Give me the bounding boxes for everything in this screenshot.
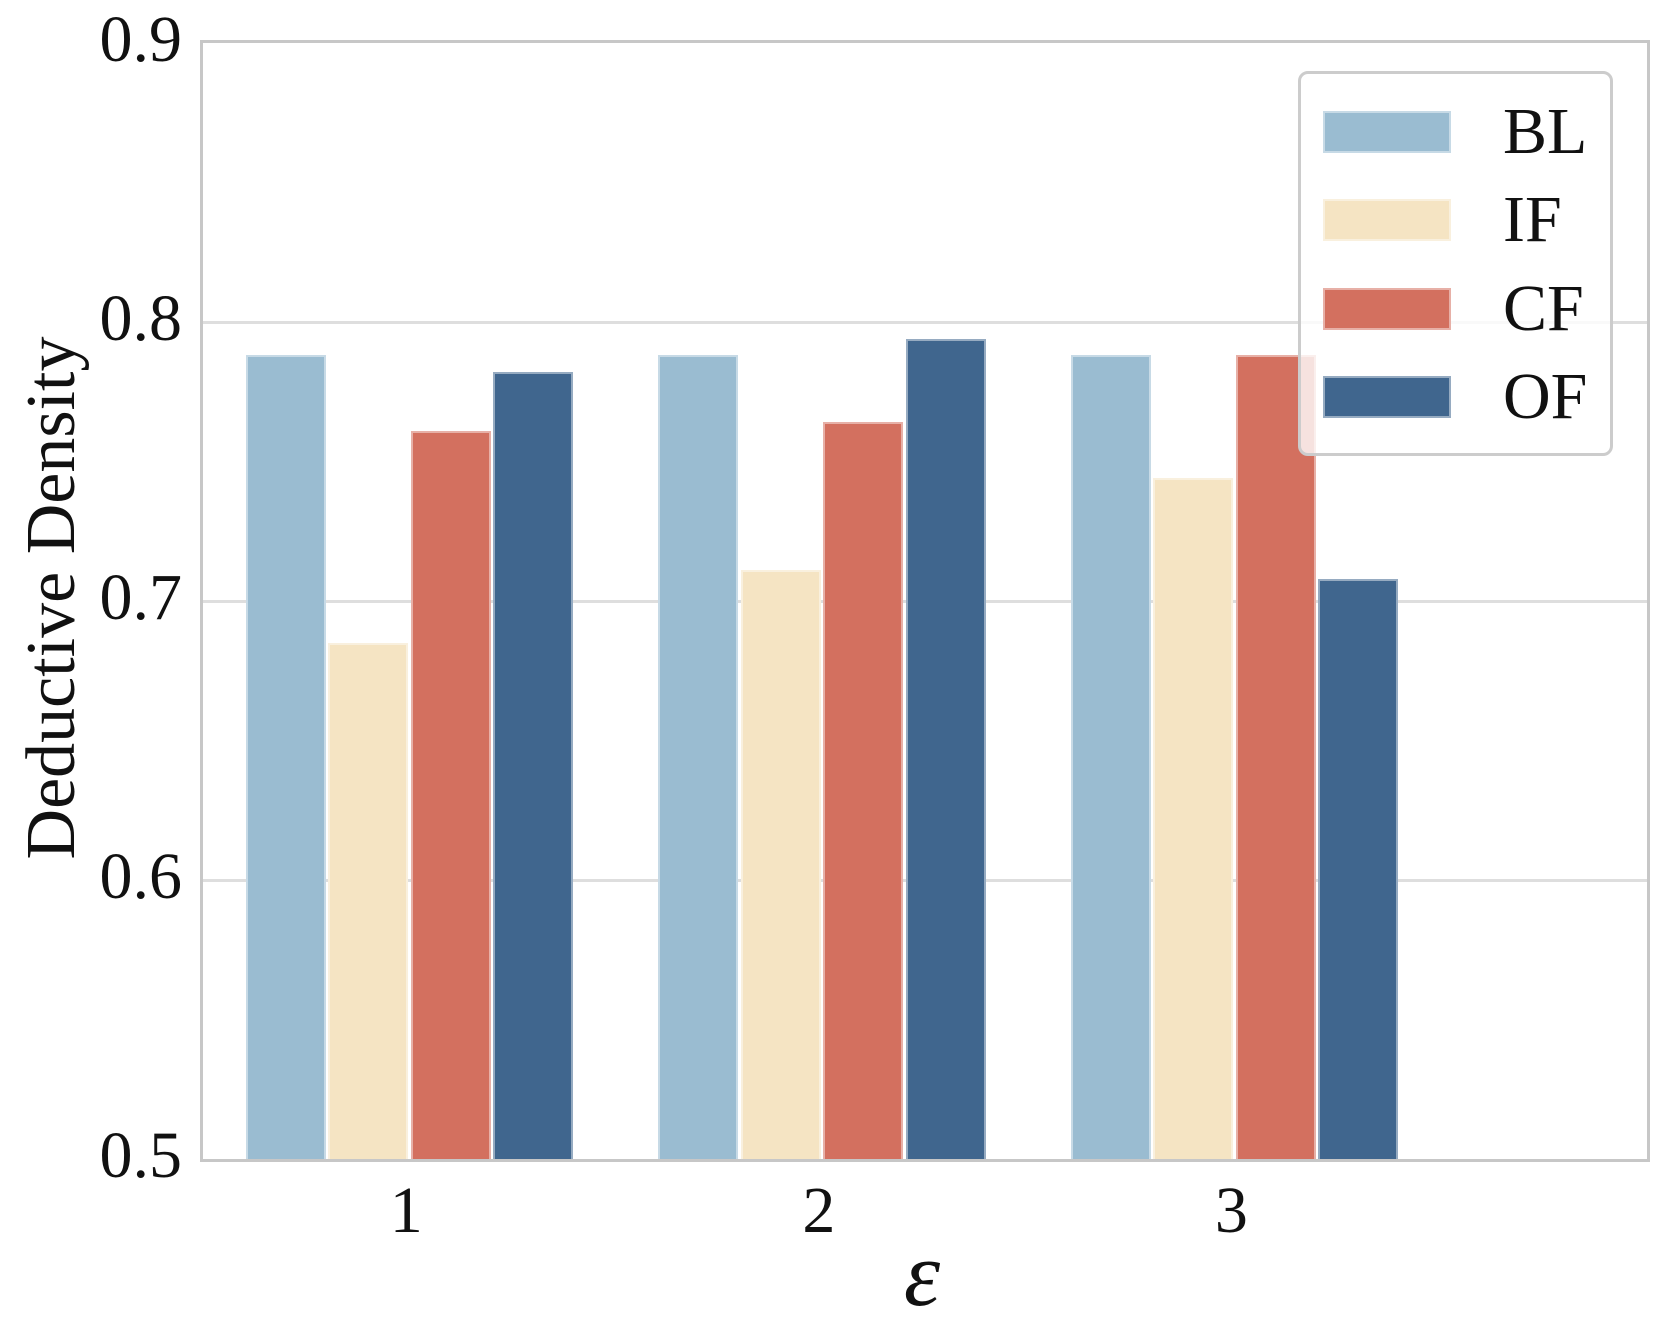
legend-item-BL: BL — [1301, 98, 1610, 166]
legend-label: BL — [1503, 95, 1588, 168]
bar-BL-group-1 — [245, 355, 326, 1159]
bar-BL-group-3 — [1070, 355, 1151, 1159]
legend-swatch-OF — [1323, 375, 1451, 418]
x-tick-label: 2 — [802, 1174, 836, 1247]
legend: BL IF CF OF — [1298, 71, 1613, 456]
x-axis-label: ε — [903, 1223, 941, 1325]
bar-CF-group-3 — [1235, 355, 1316, 1159]
bar-OF-group-2 — [905, 338, 986, 1159]
legend-label: OF — [1503, 359, 1588, 433]
legend-label: CF — [1503, 271, 1584, 345]
y-gridline — [203, 320, 1647, 324]
legend-item-IF: IF — [1301, 186, 1610, 254]
y-axis-label: Deductive Density — [13, 336, 90, 860]
legend-swatch-BL — [1323, 111, 1451, 153]
x-tick-label: 3 — [1214, 1174, 1248, 1247]
y-tick-label: 0.9 — [99, 3, 183, 76]
legend-label: IF — [1503, 183, 1562, 257]
bar-OF-group-3 — [1318, 578, 1399, 1159]
bar-CF-group-2 — [823, 422, 904, 1159]
y-tick-label: 0.7 — [99, 561, 183, 634]
y-tick-label: 0.6 — [99, 840, 183, 913]
bar-IF-group-1 — [328, 642, 409, 1159]
y-tick-label: 0.5 — [99, 1119, 183, 1192]
legend-swatch-CF — [1323, 287, 1451, 330]
y-tick-label: 0.8 — [99, 282, 183, 355]
legend-swatch-IF — [1323, 199, 1451, 242]
bar-CF-group-1 — [410, 430, 491, 1159]
legend-item-CF: CF — [1301, 275, 1610, 343]
legend-item-OF: OF — [1301, 363, 1610, 431]
bar-OF-group-1 — [493, 372, 574, 1159]
x-tick-label: 1 — [389, 1174, 423, 1247]
bar-IF-group-2 — [740, 570, 821, 1159]
bar-BL-group-2 — [658, 355, 739, 1159]
bar-IF-group-3 — [1153, 478, 1234, 1159]
